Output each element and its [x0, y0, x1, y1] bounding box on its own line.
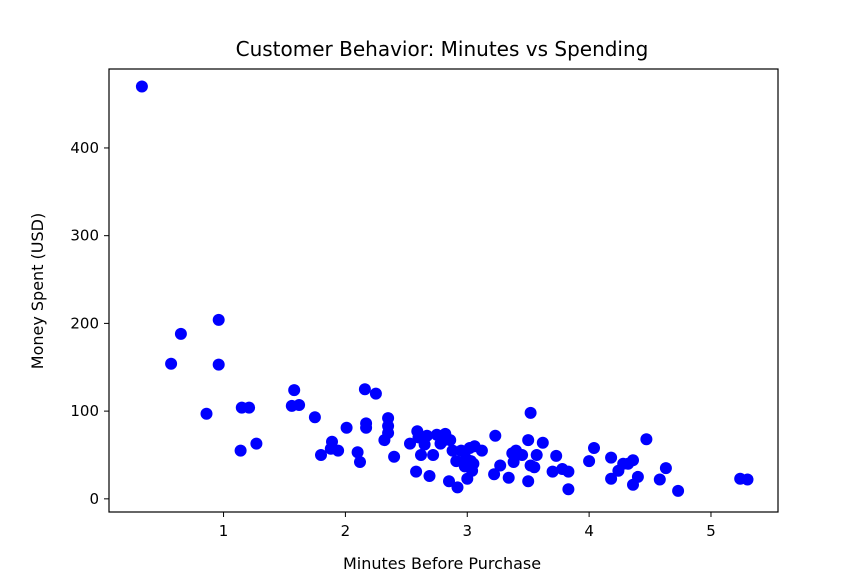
data-point — [524, 406, 537, 419]
data-point — [467, 457, 480, 470]
data-point — [528, 461, 541, 474]
x-tick-label: 3 — [462, 522, 472, 540]
data-point — [250, 437, 263, 450]
data-point — [672, 484, 685, 497]
data-point — [354, 456, 366, 468]
data-point — [288, 384, 301, 397]
data-point — [369, 387, 382, 400]
y-tick-label: 400 — [70, 139, 99, 157]
data-point — [605, 472, 618, 485]
data-point — [488, 468, 501, 481]
data-point — [212, 313, 225, 326]
data-point — [605, 451, 618, 464]
data-point — [165, 357, 178, 370]
data-point — [627, 454, 639, 467]
data-point — [562, 465, 575, 478]
data-point — [516, 449, 529, 461]
data-point — [382, 427, 395, 439]
y-tick-label: 100 — [70, 402, 99, 420]
data-point — [489, 429, 502, 442]
x-axis-label: Minutes Before Purchase — [343, 554, 541, 573]
data-point — [326, 435, 338, 448]
data-point — [415, 449, 427, 461]
data-point — [200, 407, 213, 420]
data-point — [562, 483, 575, 496]
data-point — [446, 444, 459, 457]
x-axis-ticks: 1 2 3 4 5 — [219, 512, 716, 540]
data-point — [741, 473, 754, 486]
data-point — [494, 459, 507, 472]
data-point — [536, 436, 549, 449]
data-point — [293, 399, 306, 411]
data-point — [358, 383, 371, 396]
data-point — [583, 455, 596, 468]
data-point — [410, 465, 423, 478]
data-point — [404, 437, 416, 450]
data-point — [631, 470, 644, 483]
data-point — [340, 421, 353, 434]
data-point — [530, 449, 543, 461]
data-point — [444, 434, 457, 447]
x-tick-label: 1 — [219, 522, 229, 540]
y-tick-label: 200 — [70, 314, 99, 332]
data-point — [351, 446, 364, 459]
data-point — [388, 450, 401, 463]
data-point — [174, 327, 187, 340]
y-axis-ticks: 0 100 200 300 400 — [70, 139, 109, 508]
chart-title: Customer Behavior: Minutes vs Spending — [236, 37, 649, 61]
x-tick-label: 2 — [341, 522, 351, 540]
data-point — [234, 444, 247, 457]
plot-frame — [108, 68, 779, 513]
data-point — [135, 80, 148, 93]
y-tick-label: 300 — [70, 227, 99, 245]
y-tick-label: 0 — [89, 490, 99, 508]
data-point — [308, 411, 321, 424]
data-point — [507, 456, 520, 468]
data-point — [550, 449, 563, 462]
data-point — [502, 471, 515, 484]
data-point — [522, 475, 535, 488]
data-point — [427, 449, 440, 461]
data-point — [659, 462, 672, 475]
data-point — [640, 433, 653, 446]
data-point — [423, 470, 436, 482]
data-point — [451, 481, 464, 494]
data-points — [135, 80, 754, 497]
data-point — [653, 473, 666, 486]
x-tick-label: 5 — [706, 522, 716, 540]
data-point — [522, 434, 535, 447]
data-point — [475, 444, 488, 457]
data-point — [588, 442, 600, 454]
data-point — [421, 429, 433, 442]
x-tick-label: 4 — [584, 522, 594, 540]
data-point — [315, 449, 327, 461]
data-point — [243, 401, 256, 414]
data-point — [332, 444, 345, 457]
data-point — [443, 475, 455, 488]
data-point — [360, 421, 373, 434]
y-axis-label: Money Spent (USD) — [28, 213, 47, 369]
data-point — [546, 465, 559, 478]
data-point — [212, 358, 225, 371]
